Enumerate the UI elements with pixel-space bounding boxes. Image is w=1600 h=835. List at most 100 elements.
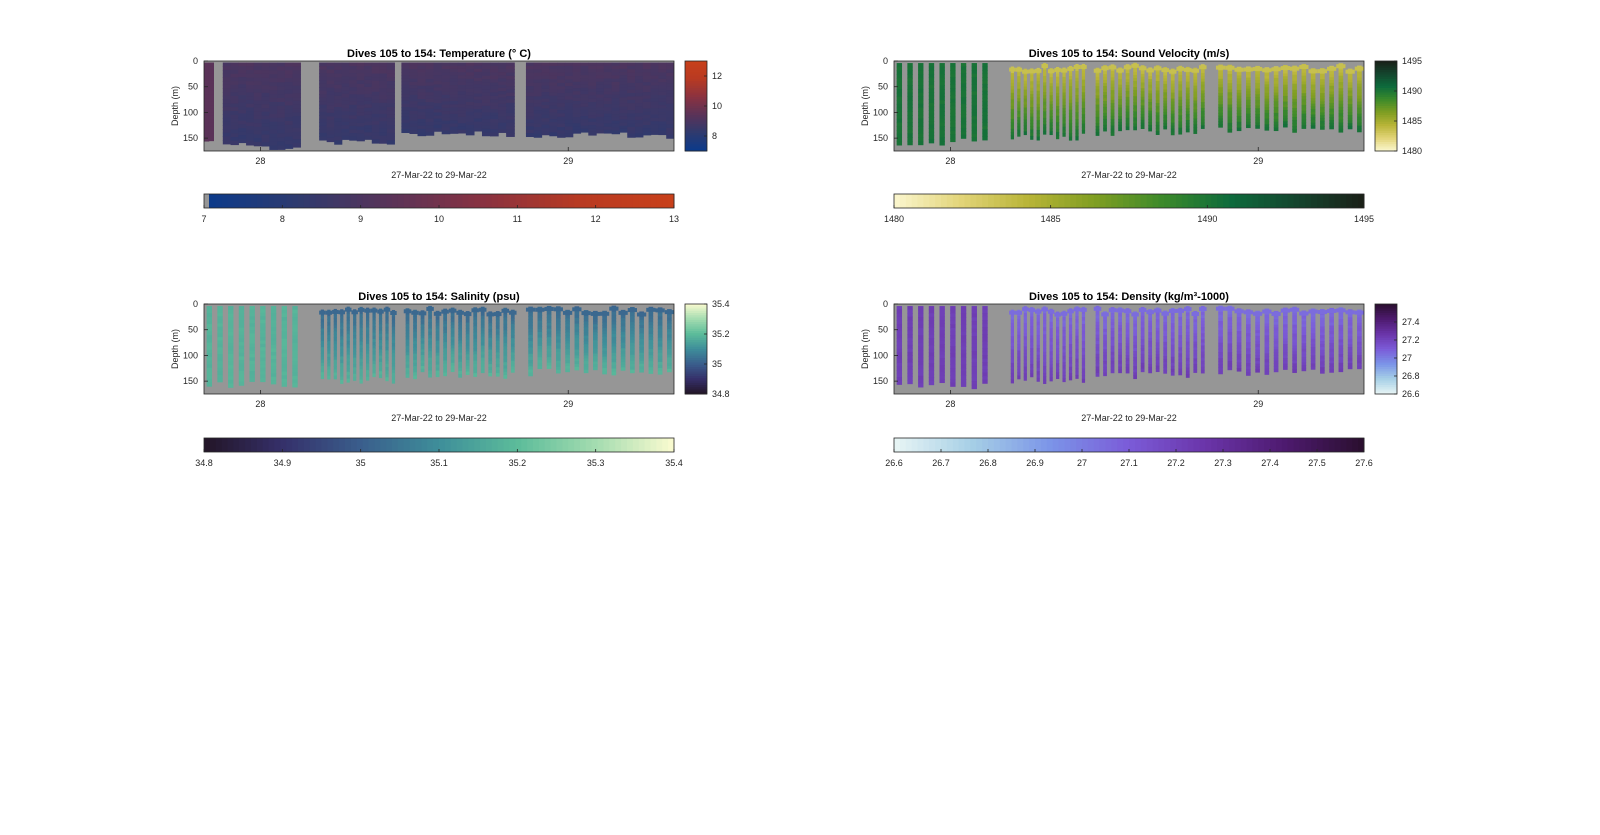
heatmap-cell: [238, 106, 246, 110]
surface-cap: [441, 310, 449, 314]
dive-bar-segment: [961, 375, 966, 379]
surface-cap: [1225, 307, 1234, 311]
dive-bar-segment: [907, 141, 912, 145]
surface-cap: [1131, 312, 1139, 316]
dive-bar-segment: [929, 345, 934, 349]
heatmap-cell: [379, 70, 387, 74]
dive-bar-segment: [929, 88, 934, 92]
surface-cap: [456, 311, 464, 315]
dive-bar-segment: [907, 122, 912, 126]
heatmap-cell: [262, 81, 270, 85]
dive-bar-segment: [360, 373, 363, 377]
dive-bar-segment: [961, 364, 966, 368]
heatmap-cell: [372, 106, 380, 110]
hbar-swatch: [410, 438, 416, 452]
hbar-swatch: [1317, 194, 1323, 208]
heatmap-cell: [357, 80, 365, 84]
surface-cap: [1067, 67, 1073, 71]
heatmap-cell: [246, 89, 254, 93]
dive-bar-segment: [1069, 137, 1072, 141]
dive-bar-segment: [1082, 355, 1085, 359]
hbar-swatch: [929, 194, 935, 208]
heatmap-cell: [238, 81, 246, 85]
y-tick-label: 100: [183, 107, 198, 117]
heatmap-cell: [254, 66, 262, 70]
dive-bar-segment: [217, 368, 222, 372]
dive-bar-segment: [972, 317, 977, 321]
hbar-swatch: [439, 438, 445, 452]
heatmap-cell: [262, 66, 270, 70]
heatmap-cell: [604, 130, 612, 134]
dive-bar-segment: [239, 331, 244, 335]
dive-bar-segment: [939, 82, 944, 86]
colorbar-tick-label: 1485: [1402, 116, 1422, 126]
hbar-swatch: [298, 438, 304, 452]
hbar-swatch: [327, 194, 333, 208]
heatmap-cell: [269, 90, 277, 95]
heatmap-cell: [319, 91, 327, 95]
heatmap-cell: [319, 133, 327, 137]
dive-bar-segment: [972, 351, 977, 355]
dive-bar-segment: [228, 358, 233, 362]
dive-bar-segment: [207, 339, 212, 343]
dive-bar-segment: [897, 349, 902, 353]
dive-bar-segment: [547, 366, 552, 369]
dive-bar-segment: [929, 356, 934, 360]
heatmap-cell: [262, 112, 270, 116]
dive-bar-segment: [207, 335, 212, 339]
dive-bar-segment: [249, 378, 254, 382]
heatmap-cell: [293, 66, 301, 70]
dive-bar-segment: [1043, 359, 1046, 363]
heatmap-cell: [372, 92, 380, 96]
dive-bar-segment: [972, 105, 977, 109]
heatmap-cell: [372, 84, 380, 88]
surface-cap: [1184, 68, 1192, 72]
heatmap-cell: [254, 74, 262, 78]
dive-bar-segment: [292, 328, 297, 332]
dive-bar-segment: [1075, 123, 1078, 127]
heatmap-cell: [231, 126, 239, 130]
hbar-swatch: [345, 438, 351, 452]
heatmap-cell: [342, 129, 350, 133]
dive-bar-segment: [918, 63, 923, 67]
dive-bar-segment: [907, 338, 912, 342]
dive-bar-segment: [1082, 331, 1085, 335]
dive-bar-segment: [950, 138, 955, 142]
heatmap-cell: [357, 84, 365, 88]
dive-bar-segment: [260, 330, 265, 334]
heatmap-cell: [364, 129, 372, 133]
heatmap-cell: [387, 74, 395, 78]
heatmap-cell: [334, 70, 342, 74]
heatmap-cell: [269, 94, 277, 99]
dive-bar-segment: [1265, 127, 1270, 130]
surface-cap: [637, 312, 646, 316]
heatmap-cell: [666, 114, 674, 118]
heatmap-cell: [334, 103, 342, 107]
dive-bar-segment: [950, 63, 955, 67]
heatmap-cell: [293, 135, 301, 139]
heatmap-cell: [364, 108, 372, 112]
dive-bar-segment: [1056, 375, 1059, 379]
heatmap-cell: [357, 116, 365, 120]
dive-bar-segment: [1075, 105, 1078, 109]
surface-cap: [1271, 67, 1280, 71]
surface-cap: [434, 312, 442, 316]
dive-bar-segment: [897, 63, 902, 67]
dive-bar-segment: [1056, 135, 1059, 139]
surface-cap: [1016, 68, 1022, 72]
heatmap-cell: [277, 66, 285, 71]
hbar-swatch: [416, 438, 422, 452]
heatmap-cell: [285, 98, 293, 102]
heatmap-cell: [246, 100, 254, 104]
heatmap-cell: [262, 100, 270, 104]
heatmap-cell: [223, 133, 231, 137]
heatmap-cell: [327, 116, 335, 120]
dive-bar-segment: [392, 380, 395, 384]
dive-bar-segment: [239, 364, 244, 368]
heatmap-cell: [327, 120, 335, 124]
dive-bar-segment: [217, 320, 222, 324]
dive-bar-segment: [929, 103, 934, 107]
x-axis-label: 27-Mar-22 to 29-Mar-22: [391, 413, 487, 423]
dive-bar-segment: [918, 306, 923, 310]
